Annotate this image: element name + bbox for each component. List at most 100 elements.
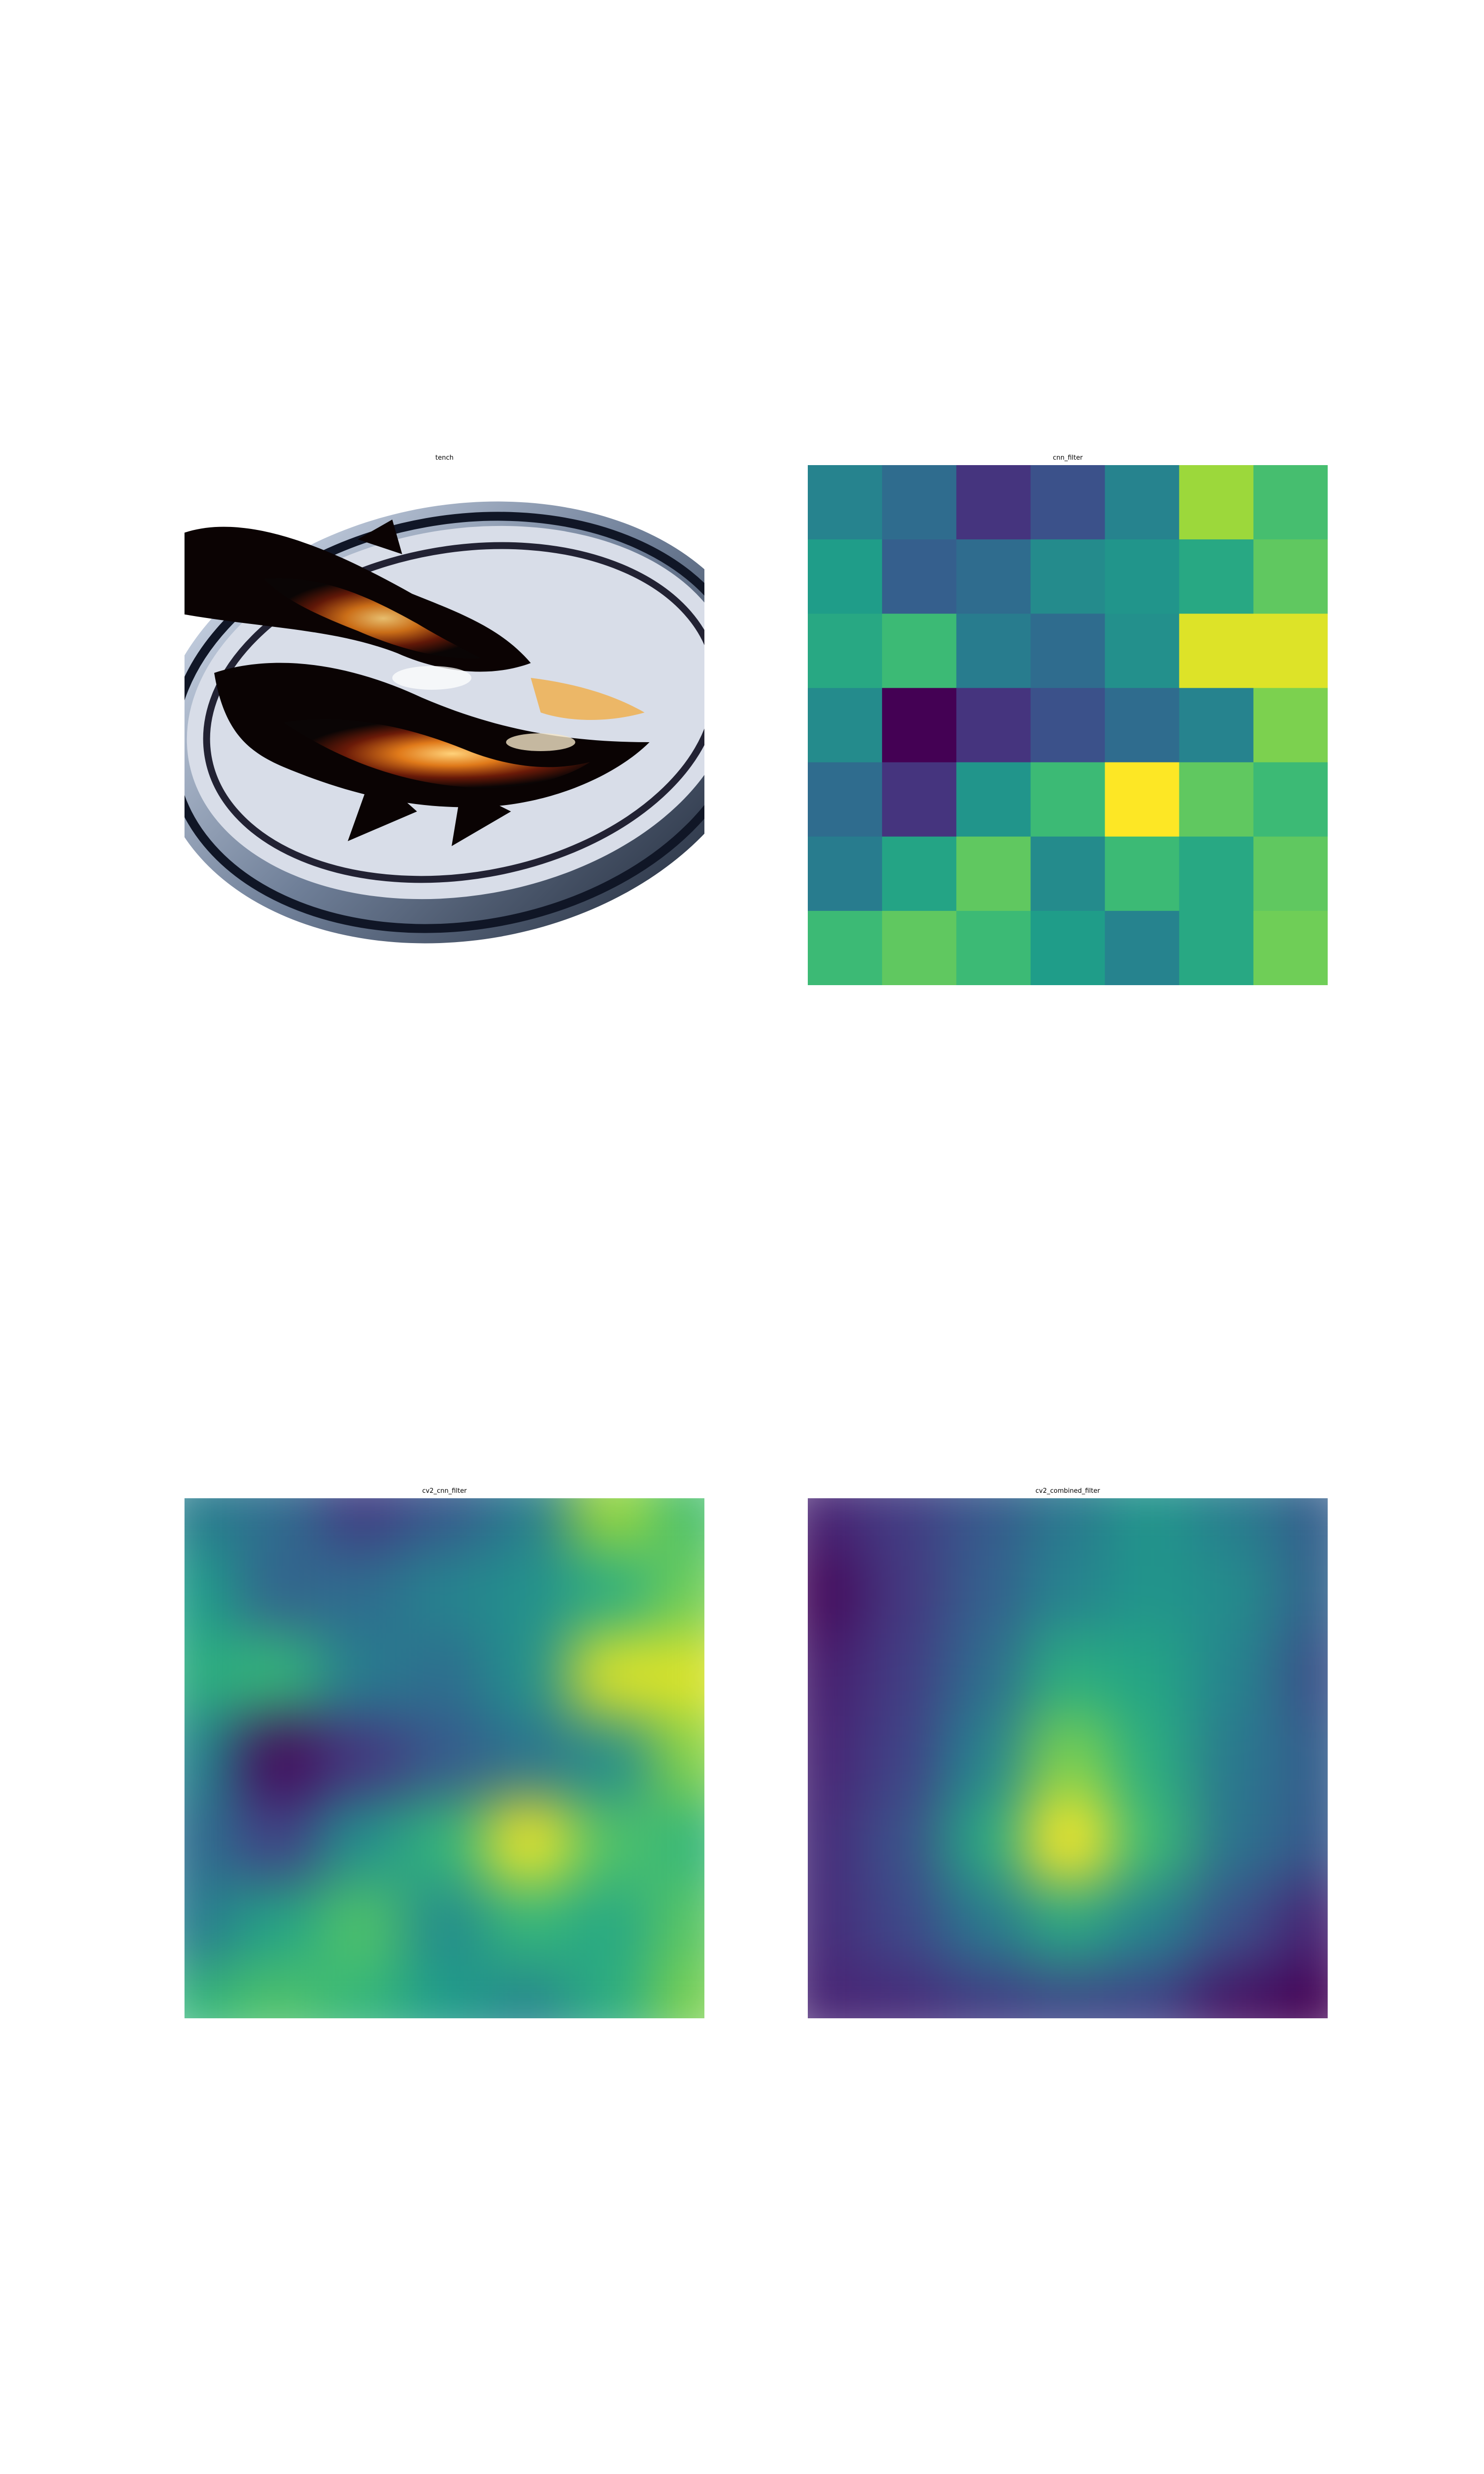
cnn-filter-cell-r5-c0 (808, 836, 882, 911)
cnn-filter-cell-r5-c5 (1179, 836, 1254, 911)
cnn-filter-cell-r0-c2 (956, 465, 1031, 540)
cnn-filter-cell-r4-c4 (1105, 762, 1180, 837)
cv2-combined-filter-cell-r3-c1 (860, 1716, 943, 1801)
cnn-filter-heatmap (808, 465, 1328, 985)
cv2-cnn-filter-cell-r4-c1 (236, 1800, 320, 1884)
cnn-filter-cell-r1-c5 (1179, 539, 1254, 614)
cv2-cnn-filter-cell-r5-c3 (403, 1883, 487, 1967)
panel-title-cnn-filter: cnn_filter (1053, 454, 1083, 462)
cv2-combined-filter-cell-r3-c3 (1026, 1716, 1110, 1801)
cv2-cnn-filter-cell-r2-c2 (320, 1633, 404, 1717)
cv2-combined-filter-cell-r0-c1 (860, 1498, 943, 1551)
cv2-combined-filter-cell-r6-c5 (1192, 1966, 1276, 2018)
cv2-cnn-filter-cell-r5-c4 (486, 1883, 570, 1967)
cnn-filter-cell-r6-c6 (1253, 910, 1328, 985)
cv2-combined-filter-cell-r5-c6 (1275, 1883, 1328, 1967)
cv2-cnn-filter-cell-r4-c2 (320, 1800, 404, 1884)
cv2-combined-filter-cell-r5-c5 (1192, 1883, 1276, 1967)
cv2-cnn-filter-cell-r6-c0 (185, 1966, 237, 2018)
cv2-cnn-filter-cell-r1-c4 (486, 1550, 570, 1634)
cv2-cnn-filter-cell-r0-c0 (185, 1498, 237, 1551)
cnn-filter-cell-r3-c5 (1179, 688, 1254, 763)
cnn-filter-grid (808, 465, 1328, 985)
cnn-filter-cell-r0-c6 (1253, 465, 1328, 540)
cv2-cnn-filter-cell-r6-c4 (486, 1966, 570, 2018)
cv2-cnn-filter-cell-r5-c2 (320, 1883, 404, 1967)
cv2-combined-filter-cell-r4-c1 (860, 1800, 943, 1884)
cv2-combined-filter-cell-r5-c4 (1109, 1883, 1193, 1967)
cv2-cnn-filter-cell-r3-c6 (652, 1716, 704, 1801)
cv2-cnn-filter-cell-r3-c0 (185, 1716, 237, 1801)
cv2-combined-filter-cell-r6-c0 (808, 1966, 860, 2018)
cnn-filter-cell-r6-c2 (956, 910, 1031, 985)
cv2-combined-filter-cell-r4-c0 (808, 1800, 860, 1884)
cv2-combined-filter-cell-r4-c6 (1275, 1800, 1328, 1884)
cv2-combined-filter-cell-r1-c5 (1192, 1550, 1276, 1634)
cv2-combined-filter-cell-r4-c2 (943, 1800, 1027, 1884)
cnn-filter-cell-r2-c5 (1179, 614, 1254, 689)
tench-photo (185, 465, 704, 985)
cv2-combined-filter-cell-r0-c0 (808, 1498, 860, 1551)
cnn-filter-cell-r6-c3 (1030, 910, 1106, 985)
cv2-cnn-filter-grid (185, 1498, 704, 2018)
cv2-combined-filter-cell-r6-c3 (1026, 1966, 1110, 2018)
cv2-combined-filter-cell-r0-c3 (1026, 1498, 1110, 1551)
cnn-filter-cell-r0-c5 (1179, 465, 1254, 540)
cv2-cnn-filter-cell-r1-c1 (236, 1550, 320, 1634)
cv2-combined-filter-cell-r1-c6 (1275, 1550, 1328, 1634)
cv2-cnn-filter-cell-r0-c3 (403, 1498, 487, 1551)
cv2-combined-filter-cell-r2-c0 (808, 1633, 860, 1717)
cv2-cnn-filter-cell-r0-c2 (320, 1498, 404, 1551)
cv2-combined-filter-cell-r6-c2 (943, 1966, 1027, 2018)
tench-image-panel (185, 465, 704, 985)
cv2-combined-filter-cell-r3-c6 (1275, 1716, 1328, 1801)
cv2-combined-filter-cell-r5-c0 (808, 1883, 860, 1967)
cnn-filter-cell-r6-c5 (1179, 910, 1254, 985)
cnn-filter-cell-r1-c2 (956, 539, 1031, 614)
cv2-combined-filter-cell-r2-c4 (1109, 1633, 1193, 1717)
cnn-filter-cell-r4-c2 (956, 762, 1031, 837)
cv2-combined-filter-cell-r0-c4 (1109, 1498, 1193, 1551)
cv2-combined-filter-cell-r1-c4 (1109, 1550, 1193, 1634)
cnn-filter-cell-r6-c0 (808, 910, 882, 985)
cv2-cnn-filter-cell-r0-c1 (236, 1498, 320, 1551)
panel-title-cv2-combined-filter: cv2_combined_filter (1035, 1487, 1100, 1495)
panel-title-cv2-cnn-filter: cv2_cnn_filter (422, 1487, 467, 1495)
cv2-combined-filter-cell-r6-c1 (860, 1966, 943, 2018)
cv2-cnn-filter-cell-r1-c3 (403, 1550, 487, 1634)
cv2-cnn-filter-cell-r1-c2 (320, 1550, 404, 1634)
cnn-filter-cell-r6-c1 (882, 910, 957, 985)
cv2-combined-filter-cell-r4-c3 (1026, 1800, 1110, 1884)
cv2-combined-filter-cell-r5-c1 (860, 1883, 943, 1967)
cv2-combined-filter-cell-r0-c6 (1275, 1498, 1328, 1551)
cv2-cnn-filter-cell-r6-c6 (652, 1966, 704, 2018)
cnn-filter-cell-r3-c0 (808, 688, 882, 763)
cv2-combined-filter-heatmap (808, 1498, 1328, 2018)
cv2-cnn-filter-cell-r6-c2 (320, 1966, 404, 2018)
cv2-cnn-filter-cell-r4-c6 (652, 1800, 704, 1884)
cv2-cnn-filter-cell-r6-c1 (236, 1966, 320, 2018)
cnn-filter-cell-r1-c0 (808, 539, 882, 614)
cv2-combined-filter-cell-r2-c1 (860, 1633, 943, 1717)
cv2-cnn-filter-cell-r3-c1 (236, 1716, 320, 1801)
cnn-filter-cell-r5-c6 (1253, 836, 1328, 911)
cv2-combined-filter-cell-r1-c3 (1026, 1550, 1110, 1634)
cv2-combined-filter-cell-r1-c0 (808, 1550, 860, 1634)
cv2-combined-filter-cell-r3-c2 (943, 1716, 1027, 1801)
cv2-combined-filter-cell-r0-c2 (943, 1498, 1027, 1551)
cv2-cnn-filter-cell-r5-c6 (652, 1883, 704, 1967)
cv2-combined-filter-cell-r2-c3 (1026, 1633, 1110, 1717)
cv2-cnn-filter-cell-r3-c2 (320, 1716, 404, 1801)
cnn-filter-cell-r3-c3 (1030, 688, 1106, 763)
cv2-cnn-filter-cell-r5-c5 (569, 1883, 653, 1967)
cv2-cnn-filter-cell-r2-c6 (652, 1633, 704, 1717)
cv2-cnn-filter-cell-r5-c0 (185, 1883, 237, 1967)
cnn-filter-cell-r2-c4 (1105, 614, 1180, 689)
cv2-cnn-filter-cell-r4-c4 (486, 1800, 570, 1884)
cv2-cnn-filter-cell-r1-c6 (652, 1550, 704, 1634)
cv2-combined-filter-cell-r2-c2 (943, 1633, 1027, 1717)
cnn-filter-cell-r0-c0 (808, 465, 882, 540)
cnn-filter-cell-r4-c6 (1253, 762, 1328, 837)
cv2-combined-filter-grid (808, 1498, 1328, 2018)
cv2-cnn-filter-cell-r2-c4 (486, 1633, 570, 1717)
